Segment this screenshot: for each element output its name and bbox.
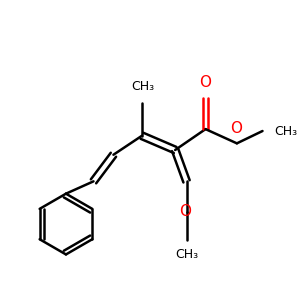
Text: CH₃: CH₃ — [274, 124, 297, 137]
Text: O: O — [180, 204, 192, 219]
Text: O: O — [200, 75, 211, 90]
Text: O: O — [230, 121, 242, 136]
Text: CH₃: CH₃ — [131, 80, 154, 93]
Text: CH₃: CH₃ — [175, 248, 198, 261]
